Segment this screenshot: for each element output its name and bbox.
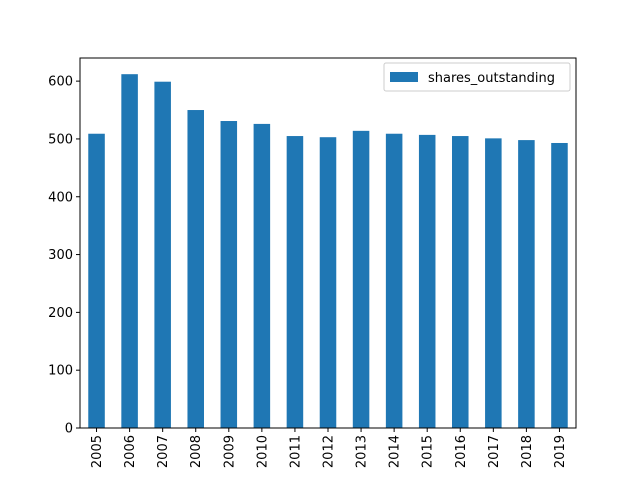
- legend-swatch: [390, 72, 418, 82]
- y-tick-label: 400: [48, 190, 73, 205]
- bars-group: [88, 74, 568, 428]
- x-axis: 2005 2006 2007 2008 2009 2010 2011 2012 2013 2014…: [90, 428, 568, 468]
- legend: shares_outstanding: [383, 62, 571, 92]
- legend-box: [383, 62, 571, 92]
- x-tick-label: 2011: [288, 435, 303, 468]
- bar-2006: [121, 74, 138, 428]
- bar-2009: [220, 121, 238, 428]
- bar-2005: [88, 133, 105, 428]
- y-tick-label: 0: [65, 422, 73, 437]
- x-tick-label: 2019: [553, 435, 568, 468]
- bar-2014: [385, 133, 403, 428]
- bar-2007: [154, 81, 171, 428]
- y-tick-label: 100: [48, 364, 73, 379]
- bar-2019: [551, 142, 568, 428]
- x-tick-label: 2008: [189, 435, 204, 468]
- x-tick-label: 2013: [355, 435, 370, 468]
- y-tick-label: 300: [48, 248, 73, 263]
- x-tick-label: 2006: [123, 435, 138, 468]
- x-tick-label: 2014: [388, 435, 403, 468]
- x-tick-label: 2007: [156, 435, 171, 468]
- bar-2018: [518, 140, 535, 428]
- x-tick-label: 2010: [255, 435, 270, 468]
- x-tick-label: 2017: [487, 435, 502, 468]
- legend-label: shares_outstanding: [428, 71, 555, 86]
- x-tick-label: 2018: [520, 435, 535, 468]
- y-tick-label: 200: [48, 306, 73, 321]
- bar-2016: [452, 136, 469, 428]
- y-tick-label: 600: [48, 75, 73, 90]
- bar-2010: [253, 123, 271, 428]
- x-tick-label: 2016: [454, 435, 469, 468]
- plot-frame: [79, 57, 577, 429]
- x-tick-label: 2009: [222, 435, 237, 468]
- x-tick-label: 2015: [421, 435, 436, 468]
- x-tick-label: 2012: [322, 435, 337, 468]
- y-tick-label: 500: [48, 132, 73, 147]
- x-tick-label: 2005: [90, 435, 105, 468]
- y-axis: 0 100 200 300 400 500 600: [48, 75, 80, 437]
- bar-2008: [187, 110, 204, 428]
- bar-2011: [286, 136, 304, 428]
- bar-2017: [485, 138, 502, 428]
- bar-2015: [418, 134, 436, 428]
- bar-2012: [319, 137, 337, 428]
- bar-2013: [352, 130, 370, 428]
